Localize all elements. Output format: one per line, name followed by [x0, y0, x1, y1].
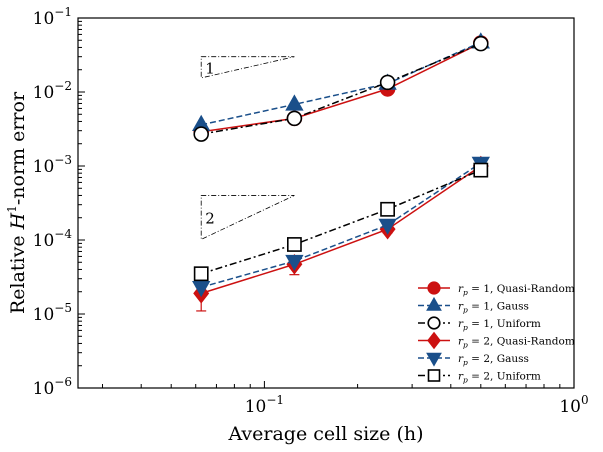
slope-triangle: [200, 195, 295, 240]
series-line: [200, 169, 482, 275]
x-tick-label: 100: [559, 393, 588, 417]
legend-label: rp = 2, Quasi-Random: [458, 336, 575, 350]
y-tick-label: 10−1: [33, 5, 72, 29]
legend-label: rp = 2, Uniform: [458, 371, 541, 385]
legend-label: rp = 1, Uniform: [458, 318, 541, 332]
y-tick-label: 10−5: [33, 301, 72, 325]
series-line: [201, 41, 482, 126]
series-line: [200, 165, 482, 295]
data-point: [378, 218, 397, 235]
series-line: [201, 42, 482, 135]
data-point: [473, 35, 489, 52]
data-point: [380, 201, 396, 217]
legend-marker: [427, 331, 441, 350]
legend-label: rp = 1, Gauss: [458, 301, 529, 315]
series-4: [192, 156, 490, 298]
data-point: [285, 254, 304, 272]
x-tick-label: 10−1: [245, 393, 284, 417]
legend-label: rp = 2, Gauss: [458, 353, 529, 367]
data-point: [287, 237, 302, 252]
data-point: [379, 74, 396, 91]
series-5: [193, 162, 489, 282]
data-point: [193, 126, 209, 142]
series-1: [192, 32, 490, 132]
y-tick-label: 10−3: [33, 153, 72, 177]
x-axis-title: Average cell size (h): [227, 423, 423, 445]
data-point: [285, 94, 304, 111]
y-tick-label: 10−4: [33, 227, 73, 251]
legend-marker: [426, 352, 442, 367]
data-point: [193, 266, 209, 282]
legend-label: rp = 1, Quasi-Random: [458, 283, 575, 297]
y-tick-label: 10−6: [33, 375, 72, 399]
data-point: [473, 162, 489, 178]
legend: rp = 1, Quasi-Random rp = 1, Gauss rp = 1,…: [418, 281, 575, 385]
y-tick-label: 10−2: [33, 79, 72, 103]
plot-layer: 12: [192, 32, 490, 312]
plot-frame: [77, 17, 575, 389]
slope-label: 1: [205, 59, 215, 77]
axis-layer: 10−1 100 10−6 10−5 10−4 10−3 10−2 10−1 Average c…: [5, 5, 589, 445]
legend-marker: [427, 316, 441, 330]
y-axis-title: Relative H1-norm error: [5, 91, 29, 314]
legend-marker: [427, 281, 441, 295]
data-point: [192, 281, 211, 298]
slope-label: 2: [205, 209, 215, 227]
series-line: [200, 162, 482, 288]
series-line: [201, 42, 482, 133]
series-0: [193, 35, 489, 140]
slope-triangle: [200, 56, 295, 79]
legend-marker: [427, 369, 441, 382]
series-2: [193, 35, 489, 142]
legend-marker: [426, 296, 442, 311]
data-point: [286, 110, 303, 127]
